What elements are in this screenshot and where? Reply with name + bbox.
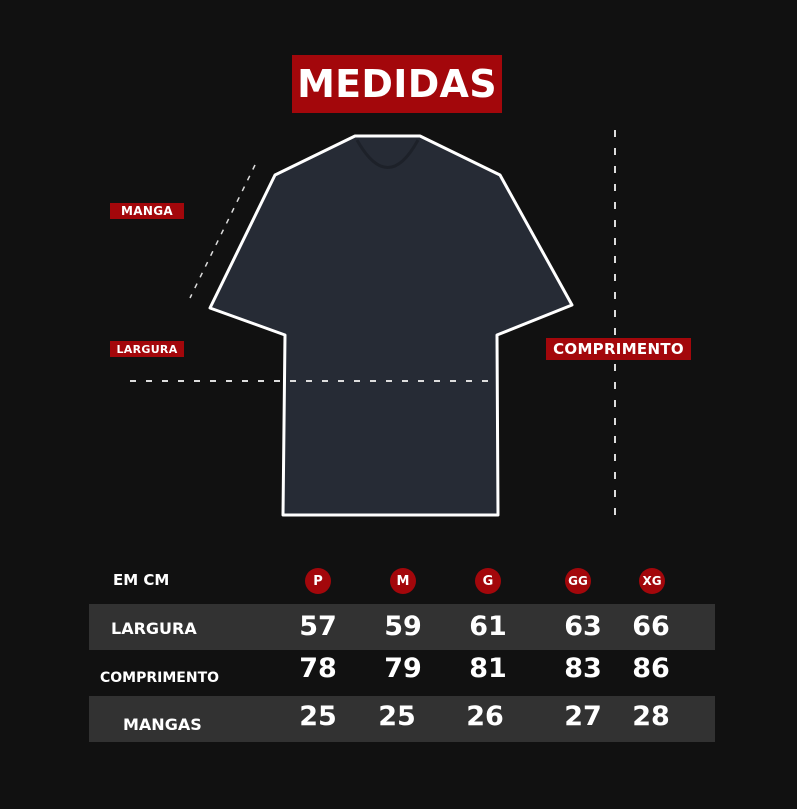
manga-label: MANGA — [110, 203, 184, 219]
comprimento-label: COMPRIMENTO — [546, 338, 691, 360]
cell: 28 — [632, 701, 670, 732]
cell: 66 — [632, 611, 670, 642]
cell: 79 — [384, 653, 422, 684]
cell: 83 — [564, 653, 602, 684]
table-row-band — [89, 696, 715, 742]
row-label: LARGURA — [111, 619, 197, 638]
cell: 63 — [564, 611, 602, 642]
page-title: MEDIDAS — [292, 55, 502, 113]
tshirt-shape — [208, 134, 574, 517]
size-badge-gg: GG — [565, 568, 591, 594]
cell: 27 — [564, 701, 602, 732]
size-badge-g: G — [475, 568, 501, 594]
cell: 26 — [466, 701, 504, 732]
size-badge-xg: XG — [639, 568, 665, 594]
cell: 59 — [384, 611, 422, 642]
cell: 86 — [632, 653, 670, 684]
manga-measure-line — [189, 164, 256, 299]
table-row-band — [89, 604, 715, 650]
neckline — [355, 139, 420, 169]
cell: 25 — [378, 701, 416, 732]
size-badge-m: M — [390, 568, 416, 594]
row-label: MANGAS — [123, 715, 202, 734]
cell: 78 — [299, 653, 337, 684]
cell: 61 — [469, 611, 507, 642]
row-label: COMPRIMENTO — [100, 670, 220, 686]
cell: 25 — [299, 701, 337, 732]
largura-label: LARGURA — [110, 341, 184, 357]
cell: 57 — [299, 611, 337, 642]
unit-label: EM CM — [113, 571, 170, 589]
size-badge-p: P — [305, 568, 331, 594]
cell: 81 — [469, 653, 507, 684]
